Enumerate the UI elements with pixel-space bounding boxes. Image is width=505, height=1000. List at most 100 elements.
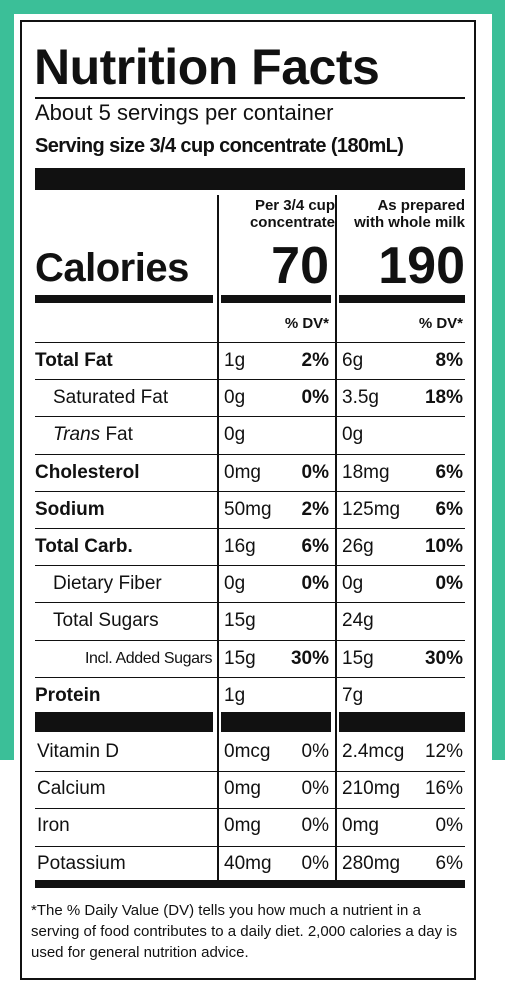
row-rule: [35, 640, 465, 641]
daily-value: 0%: [435, 815, 463, 837]
amount: 15g: [224, 647, 256, 669]
daily-value: 6%: [301, 536, 329, 557]
daily-value: 6%: [435, 498, 463, 520]
daily-value: 18%: [424, 387, 463, 409]
row-rule: [35, 491, 465, 492]
amount: 26g: [342, 536, 374, 557]
row-rule: [35, 808, 465, 809]
thick-bar: [221, 295, 331, 303]
nutrient-label: Total Carb.: [35, 536, 133, 557]
footnote: *The % Daily Value (DV) tells you how mu…: [31, 902, 458, 961]
title: Nutrition Facts: [34, 39, 380, 95]
nutrient-label: Dietary Fiber: [53, 573, 162, 595]
amount: 18mg: [342, 461, 390, 483]
amount: 210mg: [342, 778, 401, 800]
green-left: [0, 0, 14, 760]
row-rule: [35, 565, 465, 566]
column-header: As prepared: [377, 197, 465, 214]
column-divider: [217, 195, 219, 882]
daily-value: 0%: [301, 815, 329, 837]
nutrient-label: Sodium: [35, 498, 105, 520]
calories-value: 70: [271, 237, 329, 295]
daily-value: 0%: [435, 573, 463, 595]
daily-value: 30%: [290, 647, 329, 669]
column-header: with whole milk: [354, 214, 465, 231]
calories-value: 190: [378, 237, 465, 295]
amount: 6g: [342, 350, 364, 371]
row-rule: [35, 342, 465, 343]
daily-value: 6%: [435, 461, 463, 483]
nutrient-label: Total Fat: [35, 350, 113, 371]
daily-value: 0%: [301, 387, 329, 409]
daily-value: 8%: [435, 350, 463, 371]
daily-value: 0%: [301, 852, 329, 874]
label-text: Fat: [100, 424, 133, 446]
thick-bar: [339, 295, 465, 303]
row-rule: [35, 454, 465, 455]
nutrient-label: Total Sugars: [53, 610, 159, 632]
amount: 280mg: [342, 852, 401, 874]
thick-bar: [35, 295, 213, 303]
amount: 2.4mcg: [342, 741, 405, 762]
row-rule: [35, 602, 465, 603]
green-top: [0, 0, 505, 14]
amount: 0g: [342, 573, 364, 595]
daily-value: 2%: [301, 498, 329, 520]
nutrient-label: Protein: [35, 684, 101, 706]
thick-bar: [35, 880, 465, 888]
row-rule: [35, 416, 465, 417]
thick-bar: [339, 712, 465, 732]
nutrient-label: Saturated Fat: [53, 387, 169, 409]
amount: 0mg: [224, 778, 261, 800]
daily-value: 0%: [301, 778, 329, 800]
vitamin-label: Vitamin D: [37, 741, 120, 762]
servings: About 5 servings per container: [35, 100, 334, 125]
daily-value: 16%: [424, 778, 463, 800]
vitamin-label: Potassium: [37, 852, 126, 874]
amount: 125mg: [342, 498, 401, 520]
rule: [35, 97, 465, 99]
dv-header: % DV*: [284, 315, 329, 332]
green-right: [492, 0, 505, 760]
serving-size: Serving size 3/4 cup concentrate (180mL): [35, 135, 404, 157]
daily-value: 30%: [424, 647, 463, 669]
amount: 0g: [224, 424, 246, 446]
amount: 0mcg: [224, 741, 271, 762]
amount: 3.5g: [342, 387, 379, 409]
amount: 15g: [342, 647, 374, 669]
daily-value: 12%: [424, 741, 463, 762]
daily-value: 6%: [435, 852, 463, 874]
nutrient-label: Trans Fat: [53, 425, 133, 444]
row-rule: [35, 528, 465, 529]
amount: 0g: [342, 424, 364, 446]
column-header: concentrate: [249, 214, 335, 231]
amount: 1g: [224, 350, 246, 371]
vitamin-label: Iron: [37, 815, 70, 837]
amount: 15g: [224, 610, 256, 632]
amount: 0mg: [224, 461, 261, 483]
daily-value: 0%: [301, 573, 329, 595]
dv-header: % DV*: [418, 315, 463, 332]
column-header: Per 3/4 cup: [254, 197, 335, 214]
column-divider: [335, 195, 337, 882]
nutrient-label: Incl. Added Sugars: [85, 649, 213, 667]
amount: 7g: [342, 684, 364, 706]
calories-label: Calories: [35, 246, 189, 290]
daily-value: 10%: [424, 536, 463, 557]
amount: 40mg: [224, 852, 272, 874]
amount: 1g: [224, 684, 246, 706]
amount: 16g: [224, 536, 256, 557]
row-rule: [35, 677, 465, 678]
daily-value: 0%: [301, 461, 329, 483]
daily-value: 0%: [301, 741, 329, 762]
amount: 50mg: [224, 498, 272, 520]
amount: 0mg: [342, 815, 379, 837]
thick-bar: [35, 168, 465, 190]
label-italic: Trans: [53, 424, 101, 446]
amount: 0g: [224, 387, 246, 409]
row-rule: [35, 846, 465, 847]
row-rule: [35, 379, 465, 380]
thick-bar: [221, 712, 331, 732]
thick-bar: [35, 712, 213, 732]
